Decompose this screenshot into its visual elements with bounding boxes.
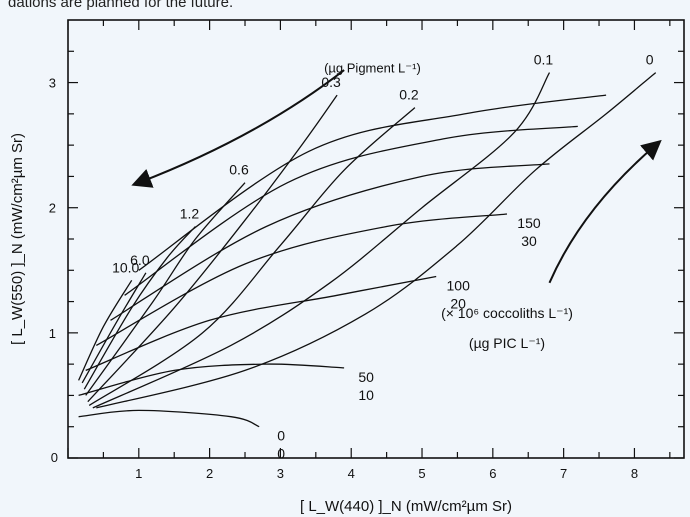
pigment-isoline	[78, 279, 133, 381]
origin-tick-label: 0	[51, 450, 58, 465]
x-tick-label: 1	[135, 466, 142, 481]
pic-label: 30	[521, 233, 537, 249]
x-tick-label: 7	[560, 466, 567, 481]
y-axis-label: [ L_W(550) ]_N (mW/cm²µm Sr)	[9, 133, 26, 345]
chart-labels: 0 0.1 0.2 0.3 0.6 1.2 6.010.0 0 0 50 10 100 20 150 30 (…	[112, 52, 662, 462]
y-tick-label: 2	[49, 201, 56, 216]
pigment-label: 0	[646, 52, 654, 68]
pigment-isoline	[81, 272, 147, 384]
x-axis-label: [ L_W(440) ]_N (mW/cm²µm Sr)	[300, 498, 512, 515]
pigment-isoline	[87, 94, 338, 403]
pigment-label: 0.1	[534, 52, 554, 68]
pic-isoline	[110, 163, 550, 321]
x-tick-label: 8	[631, 466, 638, 481]
isoline-grid	[78, 72, 657, 428]
coccolith-label: 100	[447, 278, 471, 294]
pigment-isoline	[85, 182, 246, 396]
pic-isoline	[124, 125, 578, 296]
y-tick-label: 1	[49, 326, 56, 341]
y-tick-label: 3	[49, 76, 56, 91]
direction-arrow	[131, 69, 345, 188]
x-tick-label: 6	[489, 466, 496, 481]
coccolith-label: 150	[517, 215, 541, 231]
pigment-label: 6.0	[130, 252, 150, 268]
x-tick-label: 5	[418, 466, 425, 481]
pigment-label: 10.0	[112, 259, 139, 275]
pic-isoline	[138, 94, 607, 271]
pic-label: 10	[358, 387, 374, 403]
direction-arrow	[548, 139, 662, 284]
coccolith-label: 50	[358, 369, 374, 385]
pigment-isoline	[88, 107, 416, 406]
caption-fragment: dations are planned for the future.	[8, 0, 234, 11]
pic-label: 0	[277, 446, 285, 462]
pic-isoline	[85, 275, 437, 372]
coccolith-unit-label: (× 10⁶ coccoliths L⁻¹)	[441, 305, 573, 321]
x-tick-label: 2	[206, 466, 213, 481]
pigment-label: 0.6	[229, 162, 249, 178]
pigment-isoline	[83, 226, 196, 390]
x-tick-label: 4	[348, 466, 355, 481]
pic-label: 20	[450, 296, 466, 312]
pigment-label: 0.2	[399, 87, 419, 103]
pigment-isoline	[92, 72, 551, 409]
pic-isoline	[78, 363, 345, 397]
x-tick-label: 3	[277, 466, 284, 481]
pigment-label: 0.3	[321, 74, 341, 90]
pic-unit-label: (µg PIC L⁻¹)	[469, 335, 545, 351]
pigment-label: 1.2	[180, 205, 200, 221]
pic-isoline	[78, 409, 260, 428]
coccolith-label: 0	[277, 428, 285, 444]
plot-frame	[67, 19, 685, 459]
pic-isoline	[95, 213, 508, 346]
pigment-isoline	[96, 72, 657, 409]
pigment-unit-label: (µg Pigment L⁻¹)	[324, 61, 421, 76]
